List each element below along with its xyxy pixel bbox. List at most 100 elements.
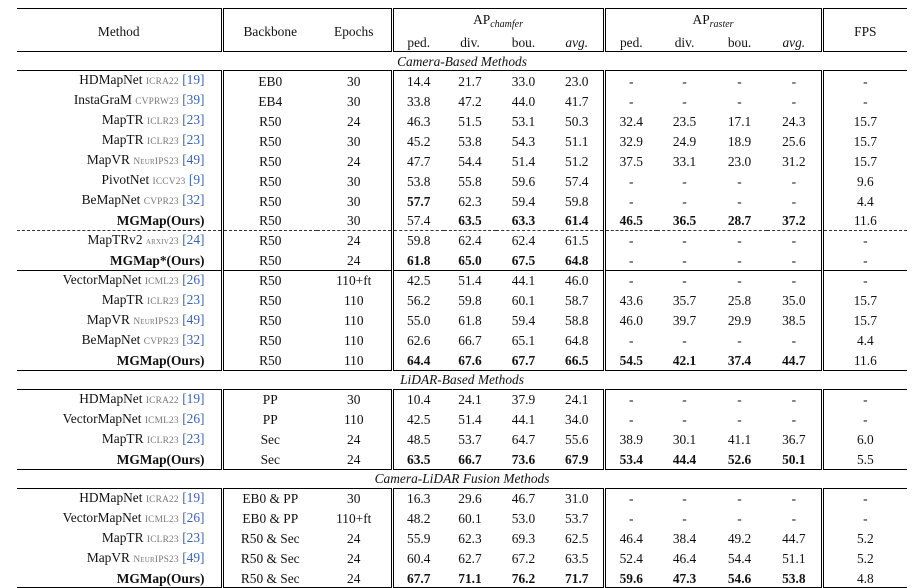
backbone-cell: R50 [259, 153, 282, 169]
method-cell: MGMap(Ours) [17, 211, 224, 231]
table-row: MGMap(Ours) R50 110 64.4 67.6 67.7 66.5 54.5 42.… [17, 350, 907, 371]
ap-raster-cell: - [604, 229, 658, 251]
method-cell: VectorMapNet ICML23 [26] [17, 269, 224, 291]
method-name: MapVR [86, 311, 130, 327]
ap-raster-cell: - [712, 269, 768, 291]
citation-link[interactable]: [23] [182, 430, 205, 446]
ap-chamfer-cell: 56.2 [407, 293, 431, 309]
venue-label: ICML23 [144, 514, 179, 525]
ap-raster-cell: 25.8 [727, 293, 752, 309]
backbone-cell: R50 [259, 352, 282, 368]
epochs-cell: 24 [317, 229, 394, 251]
results-table: Method Backbone Epochs APchamfer APraste… [17, 8, 908, 588]
ap-raster-cell: 35.7 [672, 293, 697, 309]
ap-raster-cell: 23.5 [672, 113, 697, 129]
ap-chamfer-cell: 14.4 [407, 73, 431, 89]
citation-link[interactable]: [26] [182, 410, 205, 426]
ap-raster-cell: 52.6 [727, 451, 752, 467]
ap-chamfer-cell: 53.7 [551, 508, 606, 529]
ap-raster-cell: 50.1 [767, 449, 824, 470]
col-epochs: Epochs [317, 8, 394, 52]
citation-link[interactable]: [49] [182, 549, 205, 565]
fps-cell: 5.5 [856, 451, 874, 467]
citation-link[interactable]: [32] [182, 331, 205, 347]
method-cell: MapTR ICLR23 [23] [17, 429, 224, 450]
method-name: MapTR [101, 291, 144, 307]
chamfer-subscript: chamfer [490, 19, 523, 30]
ap-chamfer-cell: 64.4 [407, 352, 431, 368]
backbone-cell: EB0 & PP [242, 491, 299, 507]
ap-raster-cell: 47.3 [657, 568, 713, 588]
ap-raster-cell: 36.7 [767, 429, 824, 450]
method-name: HDMapNet [79, 390, 143, 406]
venue-label: arxiv23 [145, 236, 179, 247]
method-name: MapTR [101, 430, 144, 446]
col-div-chamfer: div. [444, 33, 496, 52]
citation-link[interactable]: [23] [182, 529, 205, 545]
method-name: VectorMapNet [62, 509, 142, 525]
ap-chamfer-cell: 63.5 [458, 212, 482, 228]
backbone-cell: PP [262, 392, 278, 408]
ap-raster-cell: 54.5 [619, 352, 643, 368]
ap-chamfer-cell: 44.1 [511, 412, 536, 428]
backbone-cell: R50 [259, 313, 282, 329]
ap-chamfer-cell: 62.4 [444, 229, 496, 251]
citation-link[interactable]: [19] [182, 489, 205, 505]
ap-chamfer-cell: 53.0 [511, 511, 536, 527]
citation-link[interactable]: [23] [182, 112, 205, 127]
citation-link[interactable]: [23] [182, 132, 205, 147]
ap-chamfer-cell: 66.7 [458, 451, 482, 467]
method-name: MapTR [101, 529, 144, 545]
ap-raster-cell: 44.4 [672, 451, 697, 467]
ap-raster-cell: - [657, 229, 713, 251]
table-row: MapTR ICLR23 [23] R50 24 46.3 51.5 53.1 50.3 32… [17, 111, 907, 131]
ap-raster-cell: 44.7 [767, 528, 824, 549]
ap-raster-label: AP [692, 12, 710, 27]
fps-cell: - [863, 93, 868, 109]
ap-chamfer-cell: 59.8 [392, 229, 444, 251]
venue-label: ICCV23 [152, 177, 186, 187]
citation-link[interactable]: [19] [182, 390, 205, 406]
fps-cell: - [822, 229, 908, 251]
backbone-cell: Sec [260, 451, 280, 467]
section-title: LiDAR-Based Methods [17, 369, 908, 390]
citation-link[interactable]: [23] [182, 291, 205, 307]
ap-chamfer-cell: 33.0 [511, 73, 536, 89]
ap-raster-cell: - [767, 171, 824, 191]
epochs-cell: 24 [317, 568, 394, 588]
citation-link[interactable]: [9] [188, 172, 205, 187]
citation-link[interactable]: [26] [182, 271, 205, 287]
epochs-cell: 110+ft [317, 508, 394, 529]
backbone-cell: R50 [259, 133, 282, 149]
citation-link[interactable]: [49] [182, 311, 205, 327]
citation-link[interactable]: [39] [182, 92, 205, 107]
citation-link[interactable]: [19] [182, 72, 205, 87]
ap-raster-cell: 38.5 [767, 310, 824, 331]
ap-raster-cell: - [629, 193, 634, 209]
ap-raster-cell: - [767, 191, 824, 211]
citation-link[interactable]: [24] [182, 231, 205, 247]
ap-chamfer-cell: 51.2 [551, 151, 606, 171]
ap-raster-cell: - [629, 252, 634, 268]
backbone-cell: Sec [260, 432, 280, 448]
ap-chamfer-cell: 55.6 [551, 429, 606, 450]
ap-raster-cell: - [629, 511, 634, 527]
fps-cell: 4.4 [856, 193, 874, 209]
ap-chamfer-cell: 23.0 [551, 70, 606, 91]
ap-raster-cell: 51.1 [767, 548, 824, 569]
ap-chamfer-cell: 51.1 [551, 131, 606, 151]
citation-link[interactable]: [49] [182, 152, 205, 167]
ap-chamfer-cell: 53.8 [458, 133, 482, 149]
ap-raster-cell: - [629, 93, 634, 109]
citation-link[interactable]: [32] [182, 192, 205, 207]
ap-raster-cell: - [737, 173, 742, 189]
method-name: BeMapNet [81, 331, 141, 347]
ap-chamfer-cell: 47.7 [407, 153, 431, 169]
fps-cell: 11.6 [853, 212, 877, 228]
ap-chamfer-cell: 45.2 [407, 133, 431, 149]
ap-chamfer-cell: 47.2 [458, 93, 482, 109]
citation-link[interactable]: [26] [182, 509, 205, 525]
backbone-cell: EB0 [258, 73, 283, 89]
ap-chamfer-cell: 46.7 [511, 491, 536, 507]
ap-chamfer-cell: 50.3 [551, 111, 606, 131]
